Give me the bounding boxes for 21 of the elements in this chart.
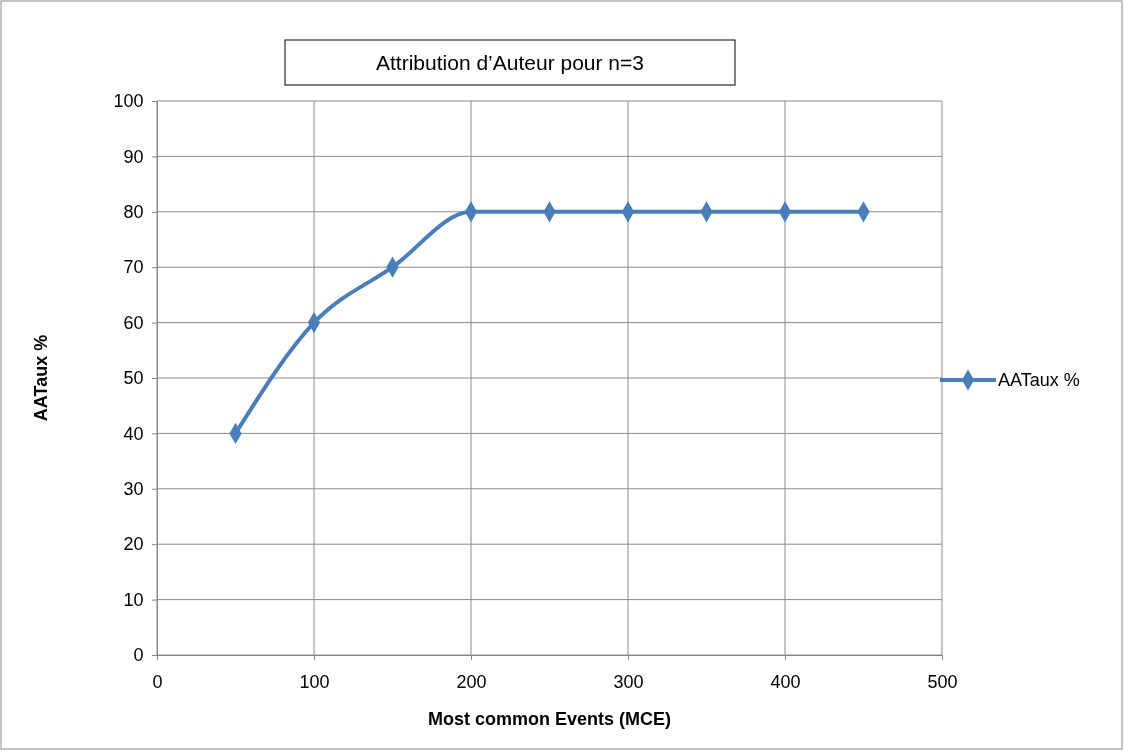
y-tick-label: 0 [133,645,144,666]
y-tick-label: 20 [123,534,144,555]
y-tick-label: 40 [123,423,144,444]
y-axis-title: AATaux % [31,334,51,422]
y-tick-label: 50 [123,368,144,389]
y-tick-label: 80 [123,202,144,223]
x-tick-label: 400 [770,672,801,693]
x-tick-label: 500 [927,672,958,693]
y-tick-label: 100 [113,91,144,112]
y-tick-label: 60 [123,312,144,333]
y-tick-label: 10 [123,589,144,610]
y-tick-label: 90 [123,146,144,167]
y-tick-label: 70 [123,257,144,278]
x-tick-label: 100 [299,672,330,693]
x-tick-label: 200 [456,672,487,693]
x-tick-label: 300 [613,672,644,693]
x-tick-label: 0 [152,672,163,693]
x-axis-title: Most common Events (MCE) [427,709,672,729]
legend-label: AATaux % [998,370,1080,390]
y-tick-label: 30 [123,479,144,500]
chart-title: Attribution d’Auteur pour n=3 [376,51,644,74]
